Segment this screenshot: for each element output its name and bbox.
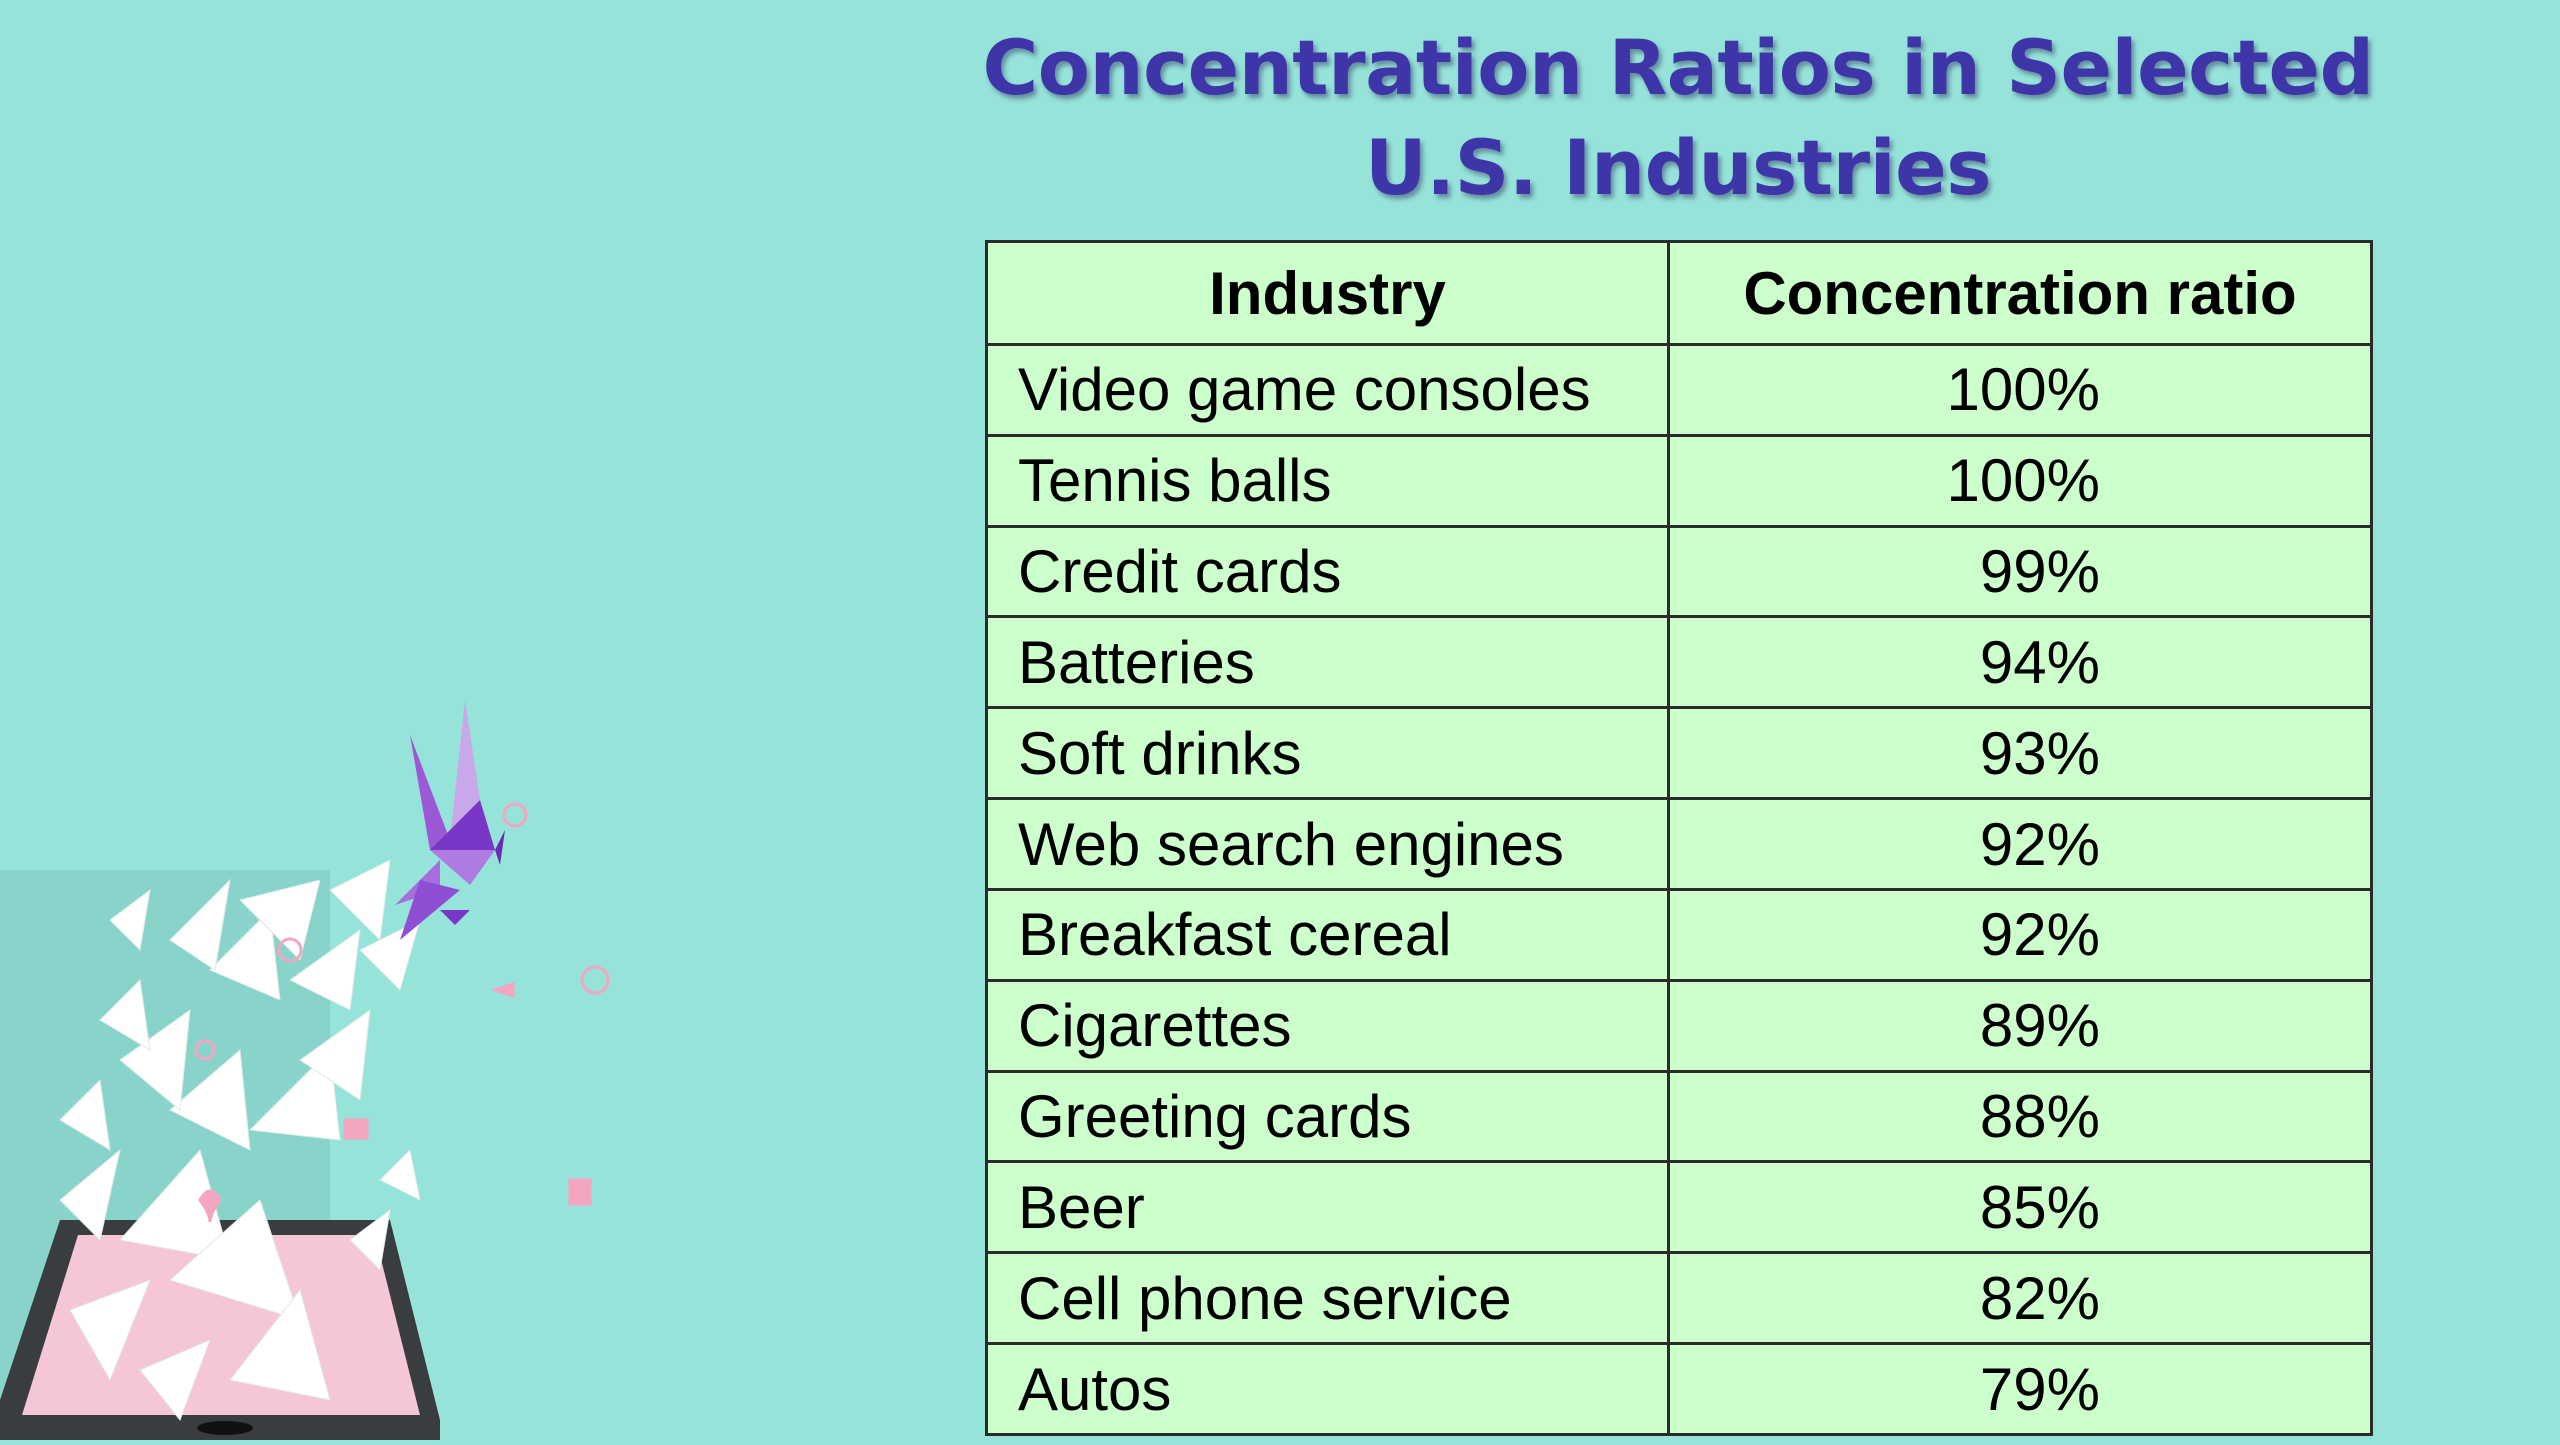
concentration-ratio-table: Industry Concentration ratio Video game … [985,240,2373,1436]
ratio-cell: 85% [1667,1160,2373,1255]
ratio-cell: 99% [1667,524,2373,619]
industry-cell: Beer [985,1160,1670,1255]
floating-pink-icons [194,802,610,1223]
table-row: Web search engines 92% [985,797,2373,891]
slide-title: Concentration Ratios in Selected U.S. In… [982,23,2374,212]
industry-cell: Breakfast cereal [985,887,1670,982]
tablet-origami-bird-illustration [0,680,640,1440]
industry-cell: Greeting cards [985,1069,1670,1164]
table-row: Credit cards 99% [985,524,2373,619]
origami-bird-icon [395,700,505,940]
ratio-cell: 100% [1667,433,2373,528]
industry-cell: Soft drinks [985,706,1670,801]
table-row: Cigarettes 89% [985,978,2373,1073]
table-row: Tennis balls 100% [985,433,2373,528]
ratio-cell: 92% [1667,797,2373,891]
ratio-cell: 93% [1667,706,2373,801]
industry-cell: Cell phone service [985,1251,1670,1346]
table-row: Soft drinks 93% [985,706,2373,801]
table-header-row: Industry Concentration ratio [985,240,2373,346]
table-row: Breakfast cereal 92% [985,887,2373,982]
table-row: Video game consoles 100% [985,343,2373,437]
industry-cell: Cigarettes [985,978,1670,1073]
industry-cell: Tennis balls [985,433,1670,528]
ratio-cell: 89% [1667,978,2373,1073]
industry-cell: Video game consoles [985,343,1670,437]
table-row: Autos 79% [985,1342,2373,1436]
ratio-cell: 79% [1667,1342,2373,1436]
table-row: Greeting cards 88% [985,1069,2373,1164]
table-row: Beer 85% [985,1160,2373,1255]
paper-shards-icon [59,859,421,1421]
industry-cell: Web search engines [985,797,1670,891]
ratio-cell: 92% [1667,887,2373,982]
ratio-cell: 88% [1667,1069,2373,1164]
ratio-cell: 82% [1667,1251,2373,1346]
industry-cell: Autos [985,1342,1670,1436]
table-row: Batteries 94% [985,615,2373,710]
industry-cell: Batteries [985,615,1670,710]
column-header-industry: Industry [985,240,1670,346]
column-header-concentration-ratio: Concentration ratio [1667,240,2373,346]
ratio-cell: 100% [1667,343,2373,437]
industry-cell: Credit cards [985,524,1670,619]
ratio-cell: 94% [1667,615,2373,710]
table-row: Cell phone service 82% [985,1251,2373,1346]
